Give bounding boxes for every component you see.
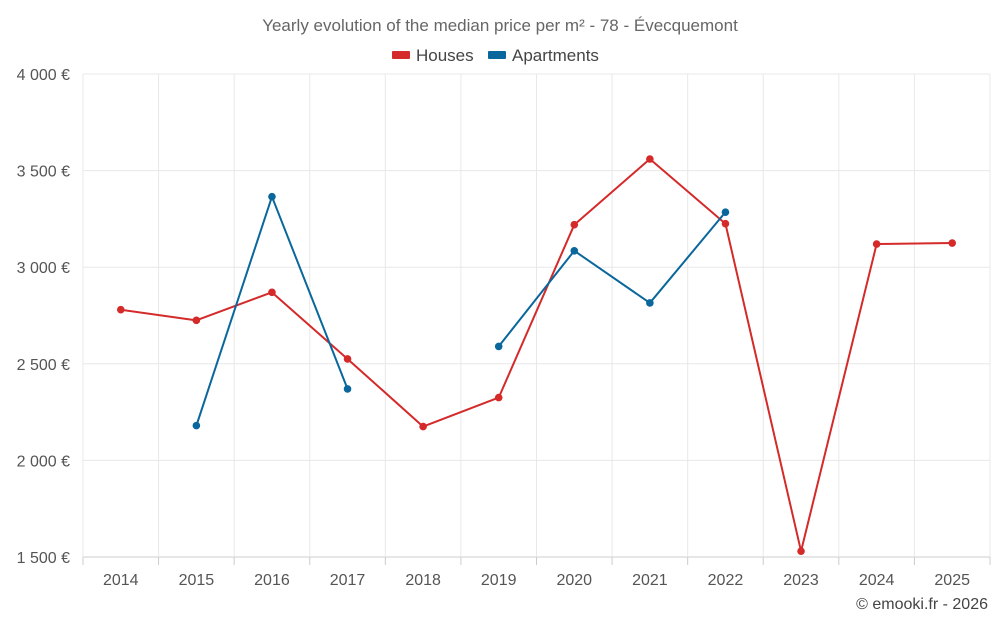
y-tick-label: 4 000 € [17,67,70,84]
data-point-houses[interactable] [192,316,201,325]
x-tick-label: 2020 [556,572,592,589]
data-point-houses[interactable] [797,547,805,556]
y-axis-ticks: 1 500 € 2 000 € 2 500 € 3 000 € 3 500 € 4 000… [17,67,70,567]
x-tick-label: 2024 [859,572,895,589]
data-point-apartments[interactable] [721,208,730,216]
data-point-houses[interactable] [116,305,125,314]
legend-swatch-apartments [488,51,506,59]
y-tick-label: 2 500 € [17,357,70,374]
y-tick-label: 3 500 € [17,164,70,181]
series-line-apartments [497,211,727,348]
credit-text: © emooki.fr - 2026 [856,596,988,613]
data-point-apartments[interactable] [343,385,352,393]
x-tick-label: 2018 [405,572,441,589]
x-tick-label: 2025 [934,572,970,589]
x-tick-label: 2023 [783,572,819,589]
data-point-houses[interactable] [494,393,503,402]
x-tick-label: 2019 [481,572,517,589]
y-tick-label: 1 500 € [17,550,70,567]
legend: Houses Apartments [392,46,599,65]
series [116,155,957,556]
data-point-houses[interactable] [570,220,579,229]
x-axis-ticks: 2014 2015 2016 2017 2018 2019 2020 2021 2022 2023… [103,572,970,589]
data-point-houses[interactable] [646,155,654,163]
data-point-apartments[interactable] [494,342,503,351]
x-tick-label: 2017 [330,572,366,589]
legend-label-houses[interactable]: Houses [416,46,474,65]
data-point-apartments[interactable] [192,421,201,430]
series-line-houses [120,158,953,553]
legend-swatch-houses [392,51,410,59]
chart-title: Yearly evolution of the median price per… [262,16,738,35]
data-point-apartments[interactable] [268,192,276,201]
data-point-houses[interactable] [419,422,427,431]
x-tick-label: 2016 [254,572,290,589]
series-houses [116,155,957,556]
data-point-houses[interactable] [948,239,957,247]
data-point-houses[interactable] [268,288,276,297]
legend-label-apartments[interactable]: Apartments [512,46,599,65]
x-tick-label: 2015 [179,572,215,589]
data-point-houses[interactable] [343,355,352,363]
data-point-houses[interactable] [872,240,881,248]
series-apartments [192,192,730,430]
grid [82,73,991,565]
x-tick-label: 2022 [708,572,744,589]
x-tick-label: 2021 [632,572,668,589]
data-point-apartments[interactable] [570,246,579,255]
data-point-apartments[interactable] [646,299,654,307]
data-point-houses[interactable] [721,219,730,228]
y-tick-label: 3 000 € [17,260,70,277]
y-tick-label: 2 000 € [17,453,70,470]
x-tick-label: 2014 [103,572,139,589]
